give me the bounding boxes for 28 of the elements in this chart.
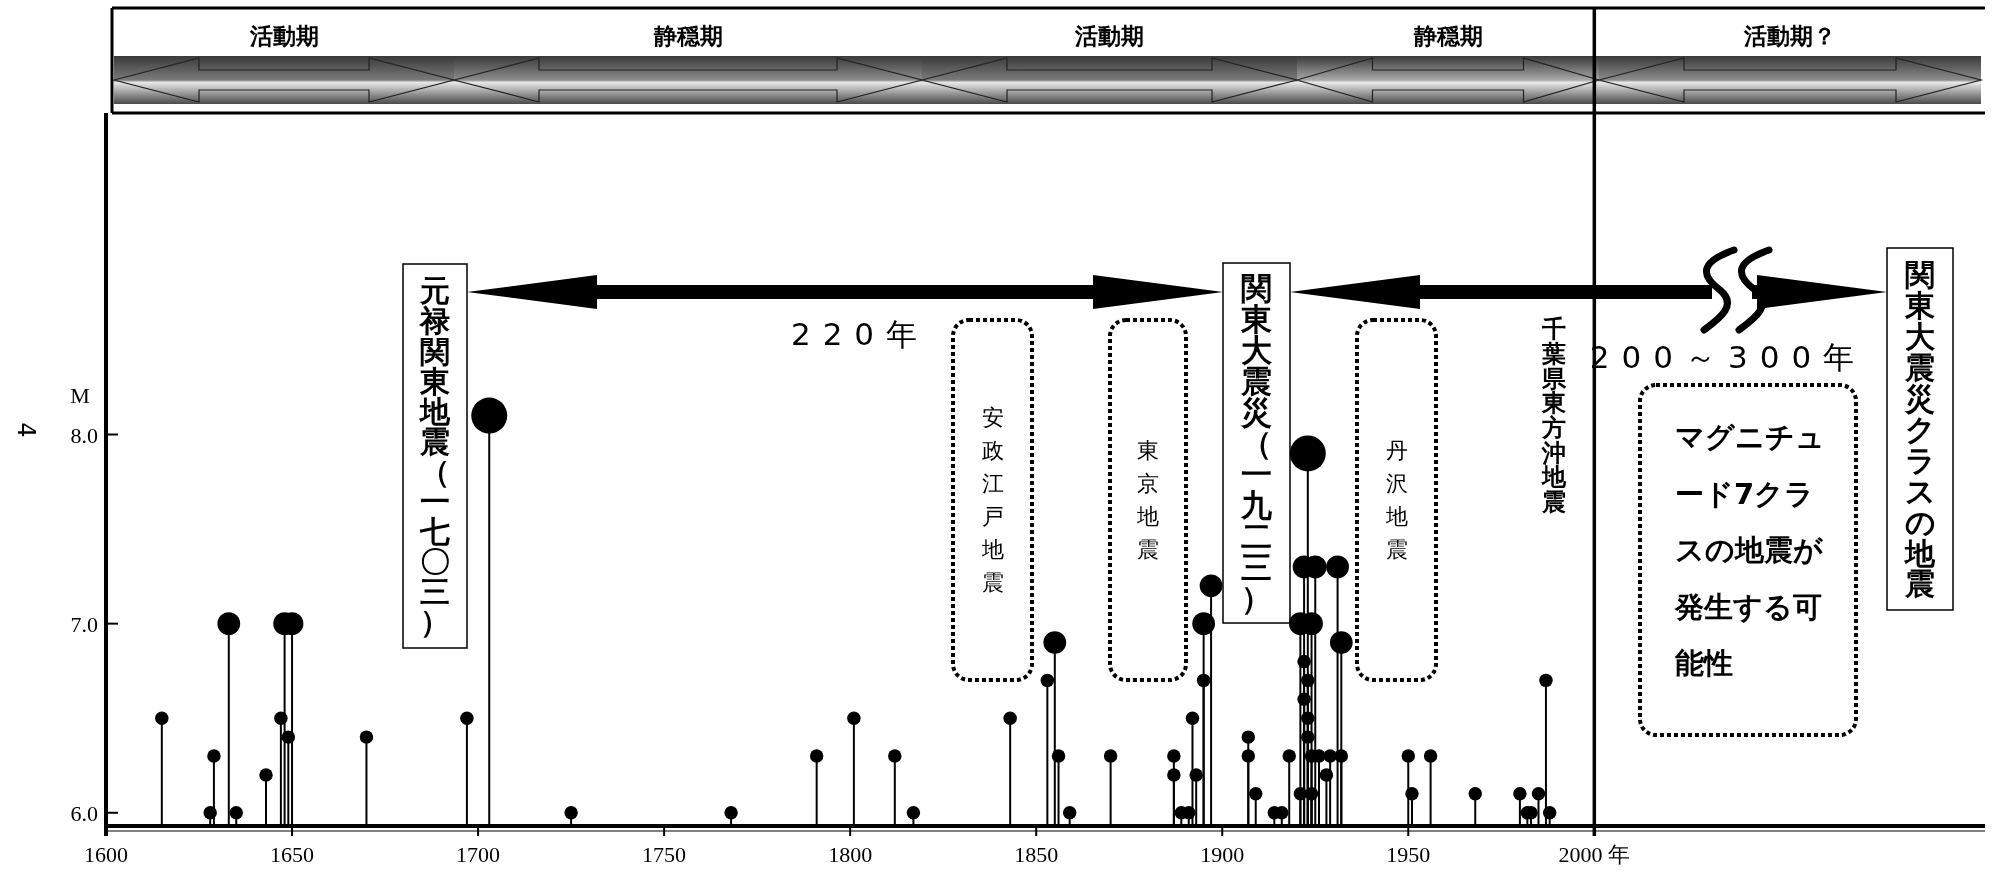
x-tick-label: 1850 (1014, 842, 1059, 867)
x-tick-label: 1750 (642, 842, 687, 867)
text: 活動期？ (1743, 23, 1836, 49)
y-axis-title: M (70, 383, 90, 408)
x-tick-label: 1650 (270, 842, 315, 867)
y-tick-label: 7.0 (70, 611, 98, 637)
text: 活動期 (1074, 23, 1144, 49)
text: 元禄関東地震（一七〇三） (420, 273, 450, 640)
annotation: 東京地震 (1136, 438, 1159, 563)
text: 関東大震災（一九二三） (1241, 270, 1272, 617)
y-tick-label: 6.0 (70, 800, 98, 826)
text: 静穏期 (1412, 23, 1483, 49)
annotation: 安政江戸地震 (980, 405, 1004, 596)
x-tick-label: 1700 (456, 842, 501, 867)
annotation: 220年 (790, 316, 930, 352)
annotation: マグニチュード7クラスの地震が発生する可能性 (1674, 420, 1825, 681)
y-tick-label: 8.0 (70, 422, 98, 448)
x-tick-label: 1950 (1386, 842, 1431, 867)
text: 活動期 (248, 23, 319, 49)
text: 4 (12, 422, 40, 438)
text: 静穏期 (652, 23, 723, 49)
text: 関東大震災クラスの地震 (1904, 257, 1936, 602)
x-tick-label: 1600 (84, 842, 128, 867)
x-tick-label: 2000 年 (1558, 842, 1631, 867)
x-tick-label: 1900 (1200, 842, 1245, 867)
annotation: 丹沢地震 (1384, 438, 1408, 563)
annotation: 千葉県東方沖地震 (1541, 315, 1567, 516)
x-tick-label: 1800 (828, 842, 873, 867)
